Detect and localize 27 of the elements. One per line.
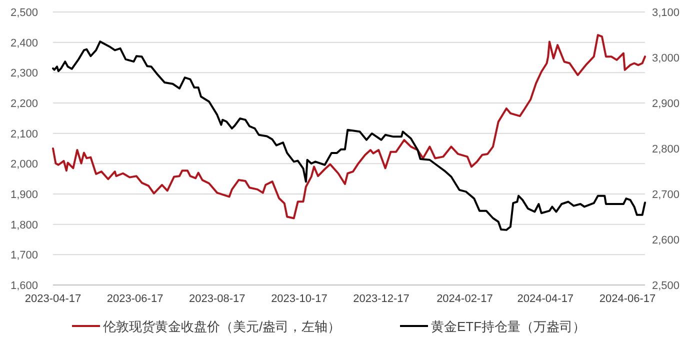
- y-tick-label: 2,200: [10, 98, 38, 110]
- y2-tick-label: 3,100: [652, 7, 680, 19]
- y-tick-label: 2,100: [10, 128, 38, 140]
- y-tick-label: 1,800: [10, 219, 38, 232]
- y-tick-label: 2,300: [10, 68, 38, 80]
- y2-tick-label: 2,900: [652, 98, 680, 110]
- x-tick-label: 2023-04-17: [24, 293, 82, 305]
- y2-tick-label: 2,800: [652, 144, 680, 156]
- x-tick-label: 2024-04-17: [517, 293, 574, 305]
- y-tick-label: 1,700: [10, 250, 38, 262]
- x-tick-label: 2024-06-17: [599, 293, 656, 305]
- y-tick-label: 2,500: [10, 7, 38, 19]
- x-tick-label: 2023-06-17: [106, 293, 164, 305]
- y-tick-label: 1,600: [10, 280, 38, 292]
- x-tick-label: 2023-12-17: [353, 293, 410, 305]
- y-tick-label: 2,400: [10, 37, 38, 50]
- y2-tick-label: 2,600: [652, 234, 680, 246]
- y2-tick-label: 3,000: [652, 52, 680, 64]
- x-tick-label: 2023-10-17: [271, 293, 328, 305]
- y2-tick-label: 2,500: [652, 280, 680, 292]
- y-tick-label: 2,000: [10, 158, 38, 171]
- legend-label: 黄金ETF持仓量（万盎司）: [431, 319, 586, 334]
- legend-label: 伦敦现货黄金收盘价（美元/盎司，左轴）: [103, 319, 341, 334]
- y-tick-label: 1,900: [10, 189, 38, 201]
- x-tick-label: 2023-08-17: [189, 293, 246, 305]
- x-tick-label: 2024-02-17: [436, 293, 493, 305]
- y2-tick-label: 2,700: [652, 189, 680, 201]
